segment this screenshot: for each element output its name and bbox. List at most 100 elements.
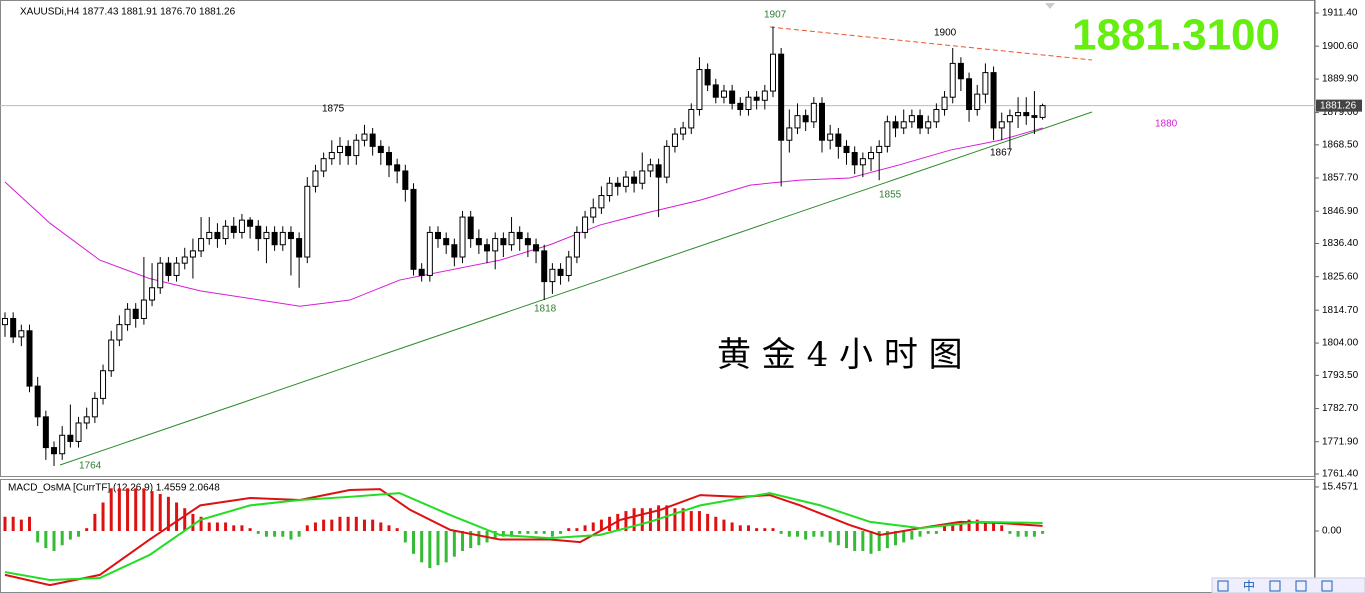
y-tick-label: 1879.00 xyxy=(1322,107,1359,118)
candle-body xyxy=(459,216,466,258)
candle-body xyxy=(198,238,205,252)
toolbar-icon[interactable] xyxy=(1269,580,1281,592)
annotation: 1875 xyxy=(322,104,345,115)
toolbar-icon[interactable] xyxy=(1321,580,1333,592)
y-tick-label: 1793.50 xyxy=(1322,370,1359,381)
chart-title: 黄 金 4 小 时 图 xyxy=(717,335,963,375)
price-tag-label: 1881.26 xyxy=(1320,100,1357,111)
candle-body xyxy=(908,115,915,123)
macd-line xyxy=(4,492,1043,582)
candle-body xyxy=(345,145,352,157)
y-tick-label: 1900.60 xyxy=(1322,41,1359,52)
candle-body xyxy=(369,133,376,147)
candle-body xyxy=(688,108,695,129)
candle-body xyxy=(680,127,687,135)
macd-line xyxy=(4,488,1043,587)
candle-body xyxy=(835,133,842,147)
candle-body xyxy=(377,145,384,154)
candle-body xyxy=(974,93,981,110)
candle-body xyxy=(810,102,817,123)
trend-line xyxy=(59,111,1093,466)
annotation: 1867 xyxy=(990,148,1013,159)
candle-body xyxy=(614,182,621,187)
candle-body xyxy=(729,90,736,104)
y-tick-label: 1836.40 xyxy=(1322,238,1359,249)
toolbar: 中 xyxy=(1211,577,1365,593)
candle-body xyxy=(573,231,580,258)
candle-body xyxy=(426,231,433,276)
candle-body xyxy=(712,84,719,98)
candle-body xyxy=(720,90,727,98)
candle-body xyxy=(590,207,597,218)
toolbar-icon[interactable] xyxy=(1295,580,1307,592)
y-tick-label: 1782.70 xyxy=(1322,403,1359,414)
candle-body xyxy=(900,121,907,129)
candle-body xyxy=(287,231,294,240)
candle-body xyxy=(794,115,801,129)
header: XAUUSDi,H4 1877.43 1881.91 1876.70 1881.… xyxy=(20,7,236,18)
candle-body xyxy=(304,185,311,258)
candle-body xyxy=(2,317,8,326)
candle-body xyxy=(639,170,646,184)
candle-body xyxy=(843,145,850,154)
candle-body xyxy=(91,397,98,418)
candle-body xyxy=(549,268,556,283)
candle-body xyxy=(402,170,409,190)
toolbar-bg xyxy=(1211,577,1365,593)
candle-body xyxy=(435,231,442,240)
candle-body xyxy=(467,216,474,240)
candle-body xyxy=(990,72,997,129)
candle-body xyxy=(320,158,327,172)
candle-body xyxy=(238,219,245,233)
candle-body xyxy=(230,225,237,233)
candle-body xyxy=(10,317,17,338)
candle-body xyxy=(475,238,482,246)
candle-body xyxy=(622,176,629,187)
candle-body xyxy=(884,121,891,147)
candle-body xyxy=(745,96,752,110)
candle-body xyxy=(1031,115,1038,118)
candle-body xyxy=(75,422,82,442)
candle-body xyxy=(484,244,491,252)
candle-body xyxy=(753,96,760,101)
toolbar-label[interactable]: 中 xyxy=(1243,578,1255,593)
candle-body xyxy=(876,145,883,154)
candle-body xyxy=(26,330,33,387)
candle-body xyxy=(778,53,785,141)
candle-body xyxy=(42,416,49,449)
annotation: 1907 xyxy=(764,10,787,21)
candle-body xyxy=(761,90,768,101)
candle-body xyxy=(108,339,115,372)
toolbar-icon[interactable] xyxy=(1217,580,1229,592)
candle-body xyxy=(647,164,654,172)
candle-body xyxy=(34,385,41,418)
candle-body xyxy=(557,268,564,276)
candle-body xyxy=(18,330,25,338)
candle-body xyxy=(116,324,123,341)
candle-body xyxy=(165,262,172,276)
y-tick-label: 1889.90 xyxy=(1322,74,1359,85)
candle-body xyxy=(949,62,956,98)
macd-label: MACD_OsMA [CurrTF] (12,26,9) 1.4559 2.06… xyxy=(8,483,220,494)
candle-body xyxy=(1006,115,1013,123)
y-tick-label: 1825.60 xyxy=(1322,271,1359,282)
candle-body xyxy=(385,152,392,166)
y-tick-label: 15.4571 xyxy=(1322,482,1359,493)
candle-body xyxy=(353,139,360,157)
candle-body xyxy=(786,127,793,141)
candle-body xyxy=(565,256,572,276)
annotation: 1855 xyxy=(879,190,902,201)
candle-body xyxy=(500,238,507,246)
y-tick-label: 1804.00 xyxy=(1322,338,1359,349)
y-tick-label: 1911.40 xyxy=(1322,8,1358,19)
y-tick-label: 1846.90 xyxy=(1322,206,1359,217)
candle-body xyxy=(606,182,613,197)
candle-body xyxy=(214,231,221,240)
candle-body xyxy=(802,115,809,123)
candle-body xyxy=(868,152,875,160)
candle-body xyxy=(925,121,932,129)
candle-body xyxy=(312,170,319,187)
candle-body xyxy=(533,244,540,252)
y-tick-label: 1761.40 xyxy=(1322,469,1359,480)
candle-body xyxy=(541,250,548,283)
